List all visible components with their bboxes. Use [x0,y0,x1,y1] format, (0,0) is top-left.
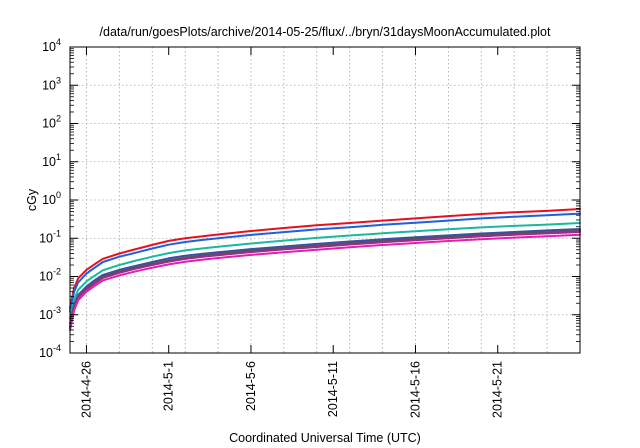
y-tick-label: 10-1 [39,228,61,245]
chart-title: /data/run/goesPlots/archive/2014-05-25/f… [100,25,551,39]
y-tick-label: 102 [42,114,61,131]
x-tick-label: 2014-5-1 [162,361,176,411]
y-tick-label: 100 [42,190,61,207]
x-tick-label: 2014-4-26 [79,361,93,418]
x-tick-label: 2014-5-6 [244,361,258,411]
series-line [69,233,581,331]
y-tick-label: 10-3 [39,305,61,322]
series-line [69,208,581,309]
y-tick-label: 103 [42,75,61,92]
series-line [69,231,581,329]
y-axis-label: cGy [25,188,39,211]
ticks: 10-4 10-3 10-2 10-1 100 101 102 103 104 2014-4-26… [39,37,580,418]
series-line [69,228,581,325]
y-tick-label: 10-4 [39,343,61,360]
y-tick-label: 104 [42,37,61,54]
series-line [69,212,581,313]
y-tick-label: 101 [42,152,61,169]
grid [70,47,580,353]
series-line [69,222,581,320]
x-tick-label: 2014-5-16 [408,361,422,418]
x-tick-label: 2014-5-21 [491,361,505,418]
x-tick-label: 2014-5-11 [326,361,340,417]
series-line [69,229,581,328]
x-axis-label: Coordinated Universal Time (UTC) [229,431,421,445]
series-layer [69,208,581,331]
y-tick-label: 10-2 [39,267,61,284]
